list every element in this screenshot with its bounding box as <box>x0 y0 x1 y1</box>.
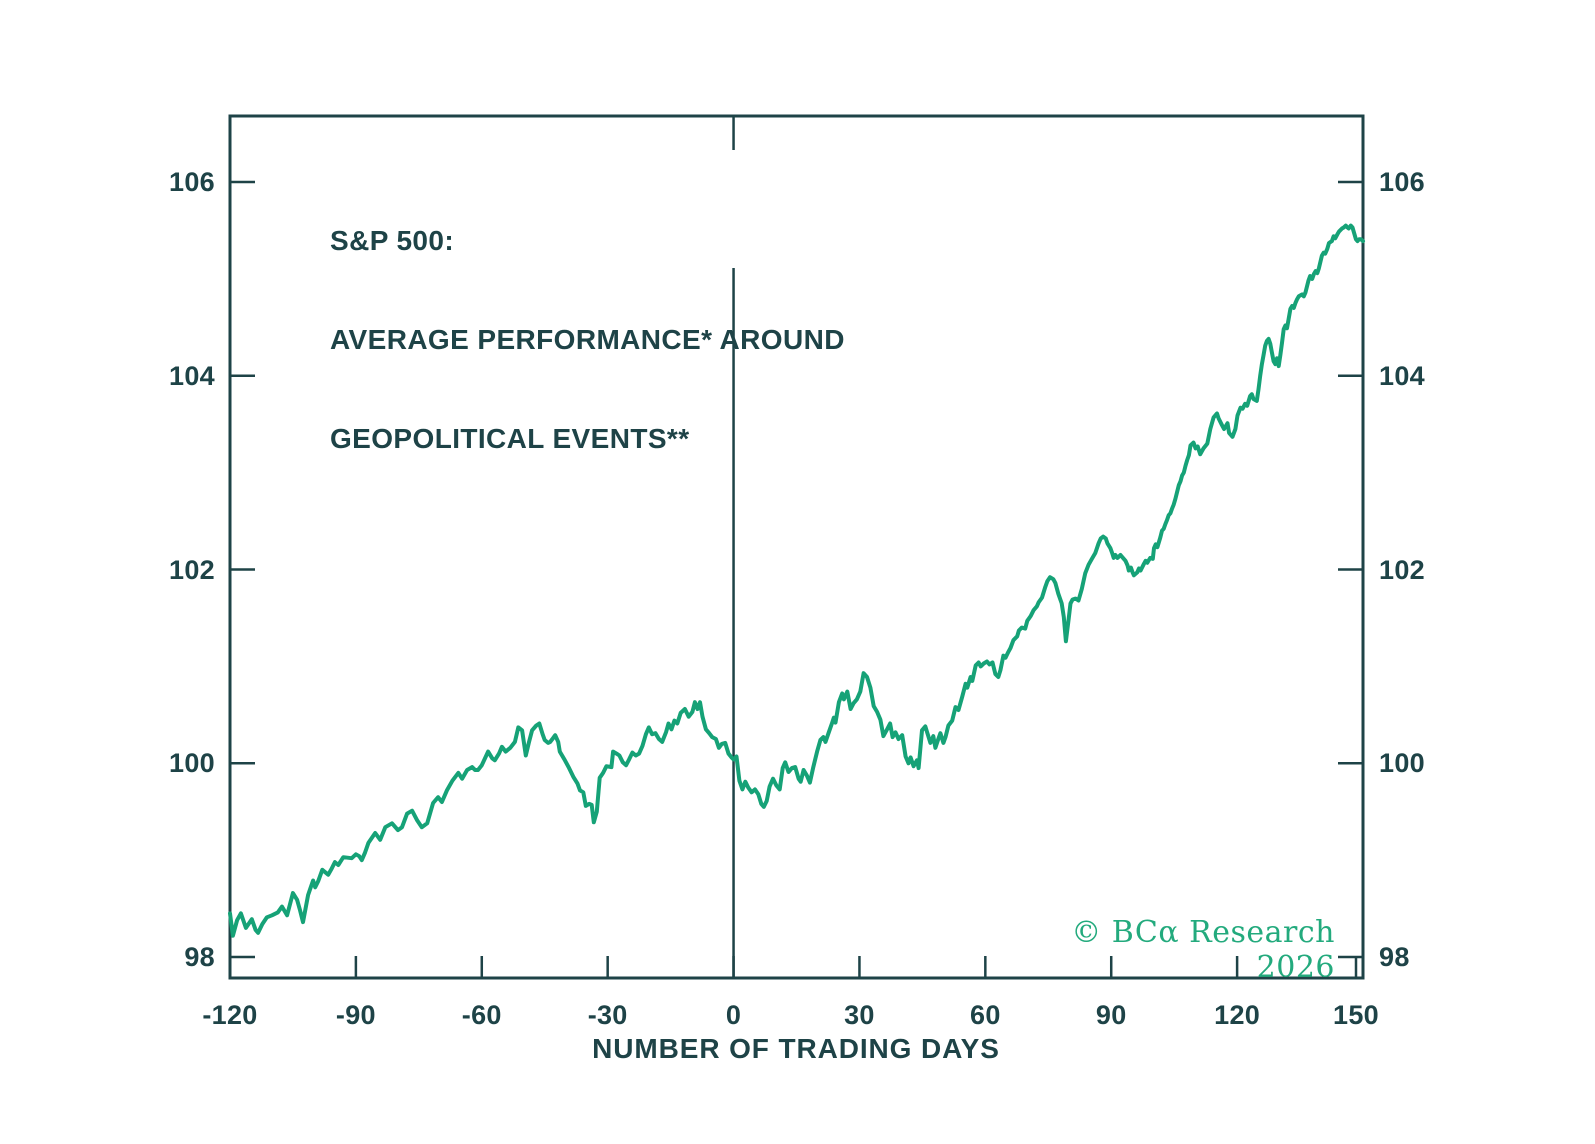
y-axis-label-left-102: 102 <box>169 554 215 585</box>
chart-title: S&P 500: AVERAGE PERFORMANCE* AROUND GEO… <box>330 158 845 521</box>
x-axis-label-150: 150 <box>1333 1000 1379 1030</box>
watermark-copyright: © BCα Research 2026 <box>1071 915 1335 985</box>
y-axis-label-left-98: 98 <box>184 942 215 972</box>
x-axis-title: NUMBER OF TRADING DAYS <box>592 1033 1000 1064</box>
x-axis-label-120: 120 <box>1214 1000 1261 1030</box>
y-axis-label-left-100: 100 <box>169 748 215 779</box>
plot-border <box>228 114 1365 980</box>
y-axis-label-left-106: 106 <box>169 167 215 197</box>
y-axis-label-right-98: 98 <box>1379 942 1410 972</box>
y-axis-label-right-100: 100 <box>1379 748 1425 779</box>
chart-title-line2: AVERAGE PERFORMANCE* AROUND <box>330 324 845 355</box>
x-axis-label-neg60: -60 <box>461 1000 502 1030</box>
y-axis-label-right-106: 106 <box>1379 167 1425 197</box>
y-axis-label-right-104: 104 <box>1379 360 1425 391</box>
x-axis-label-neg90: -90 <box>335 1000 376 1030</box>
x-axis-label-60: 60 <box>970 1000 1001 1030</box>
y-axis-label-left-104: 104 <box>169 360 215 391</box>
chart-title-line3: GEOPOLITICAL EVENTS** <box>330 423 690 454</box>
chart-title-line1: S&P 500: <box>330 225 455 256</box>
x-axis-label-neg120: -120 <box>202 1000 258 1030</box>
y-axis-label-right-102: 102 <box>1379 554 1425 585</box>
x-axis-label-neg30: -30 <box>587 1000 628 1030</box>
x-axis-label-0: 0 <box>725 1000 742 1030</box>
sp500-series-line <box>228 223 1365 938</box>
x-axis-label-30: 30 <box>844 1000 875 1030</box>
x-axis-label-90: 90 <box>1095 1000 1127 1030</box>
